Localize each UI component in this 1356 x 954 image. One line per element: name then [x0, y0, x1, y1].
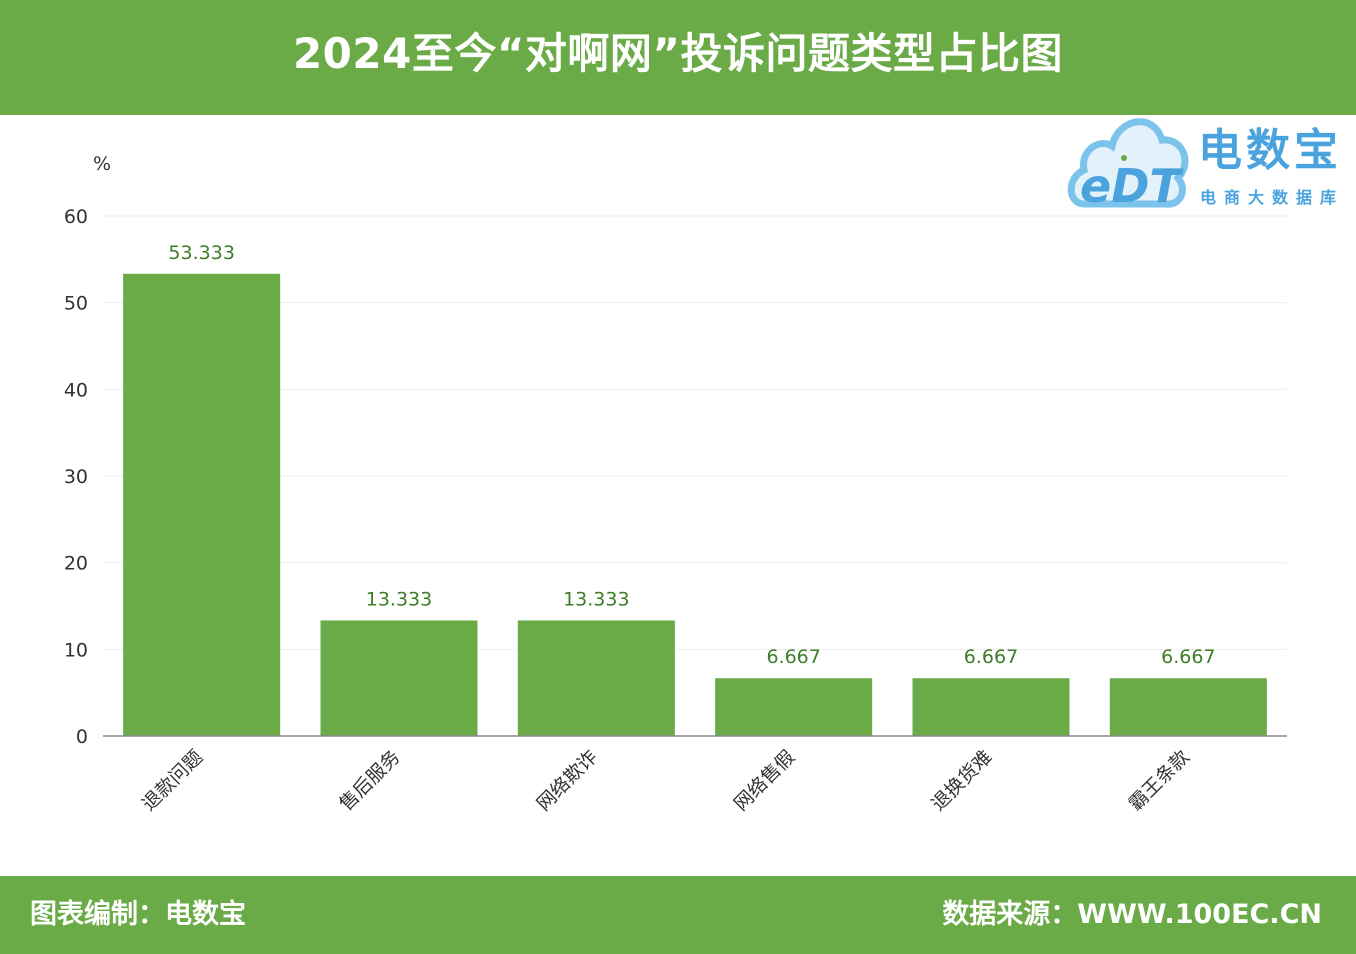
- edt-logo: eDT 电数宝 电商大数据库: [1066, 106, 1346, 216]
- value-labels: 53.333 13.333 13.333 6.667 6.667 6.667: [168, 242, 1215, 668]
- bar: [912, 678, 1070, 736]
- grid-lines: [103, 215, 1287, 650]
- bar: [320, 620, 478, 736]
- value-label: 13.333: [563, 588, 629, 610]
- value-label: 6.667: [964, 646, 1018, 668]
- value-label: 13.333: [366, 588, 432, 610]
- bar-chart: % 0 10 20 30 40 50 60 53.333 13.333 13.333 6.667 6…: [64, 153, 1287, 815]
- header-banner: 2024至今“对啊网”投诉问题类型占比图: [0, 0, 1356, 115]
- value-label: 6.667: [766, 646, 820, 668]
- y-tick-label: 60: [64, 206, 88, 228]
- y-axis-unit-label: %: [93, 153, 111, 175]
- x-axis-labels: 退款问题 售后服务 网络欺诈 网络售假 退换货难 霸王条款: [138, 746, 1194, 815]
- bars-group: [123, 273, 1267, 736]
- x-tick-label: 霸王条款: [1125, 746, 1194, 815]
- footer-banner: 图表编制：电数宝 数据来源：WWW.100EC.CN: [0, 876, 1356, 954]
- bar: [123, 273, 281, 736]
- y-tick-label: 20: [64, 553, 88, 575]
- logo-subtitle: 电商大数据库: [1200, 188, 1345, 207]
- logo-name: 电数宝: [1198, 125, 1342, 176]
- bar: [715, 678, 873, 736]
- y-tick-label: 40: [64, 379, 88, 401]
- y-axis-ticks: 0 10 20 30 40 50 60: [64, 206, 88, 748]
- bar: [517, 620, 675, 736]
- x-tick-label: 售后服务: [335, 746, 404, 815]
- y-tick-label: 50: [64, 293, 88, 315]
- x-tick-label: 网络欺诈: [533, 746, 602, 815]
- logo-mark-text: eDT: [1080, 159, 1184, 213]
- y-tick-label: 10: [64, 639, 88, 661]
- data-source: 数据来源：WWW.100EC.CN: [942, 899, 1322, 930]
- bar: [1109, 678, 1267, 736]
- chart-credit: 图表编制：电数宝: [30, 899, 246, 930]
- chart-title: 2024至今“对啊网”投诉问题类型占比图: [292, 29, 1064, 78]
- y-tick-label: 30: [64, 466, 88, 488]
- value-label: 6.667: [1161, 646, 1215, 668]
- x-tick-label: 网络售假: [730, 746, 799, 815]
- x-tick-label: 退款问题: [138, 746, 207, 815]
- value-label: 53.333: [168, 242, 234, 264]
- y-tick-label: 0: [76, 726, 88, 748]
- x-tick-label: 退换货难: [927, 746, 996, 815]
- cloud-logo-icon: eDT: [1067, 118, 1189, 213]
